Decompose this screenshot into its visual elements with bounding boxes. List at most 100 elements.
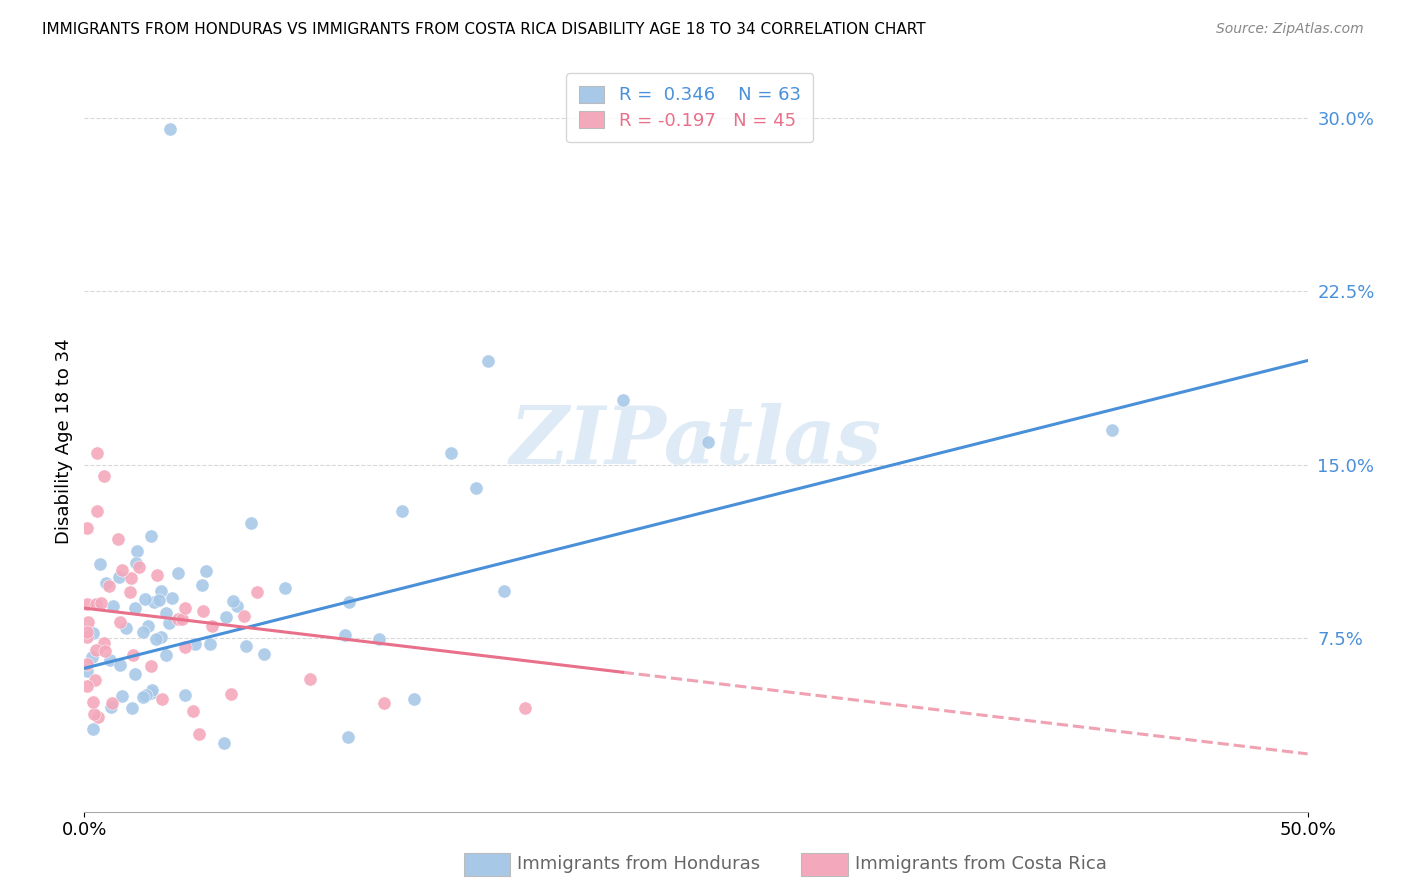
- Point: [93, 469, 115, 483]
- Point: [146, 567, 169, 582]
- Point: [155, 607, 177, 621]
- Point: [89, 558, 111, 572]
- Point: [159, 616, 181, 631]
- Point: [159, 122, 181, 136]
- Point: [195, 565, 218, 579]
- Text: Source: ZipAtlas.com: Source: ZipAtlas.com: [1216, 22, 1364, 37]
- Point: [191, 577, 214, 591]
- Point: [273, 581, 295, 595]
- Point: [124, 667, 146, 681]
- Point: [222, 593, 245, 607]
- Point: [174, 601, 197, 615]
- Text: IMMIGRANTS FROM HONDURAS VS IMMIGRANTS FROM COSTA RICA DISABILITY AGE 18 TO 34 C: IMMIGRANTS FROM HONDURAS VS IMMIGRANTS F…: [42, 22, 925, 37]
- Point: [118, 584, 141, 599]
- Point: [124, 557, 146, 571]
- Point: [333, 628, 356, 642]
- Point: [181, 704, 204, 718]
- Point: [494, 584, 516, 599]
- Point: [139, 686, 162, 700]
- Y-axis label: Disability Age 18 to 34: Disability Age 18 to 34: [55, 339, 73, 544]
- Point: [101, 696, 124, 710]
- Point: [160, 591, 183, 606]
- Point: [299, 672, 322, 686]
- Point: [246, 584, 269, 599]
- Point: [155, 648, 177, 662]
- Point: [100, 699, 122, 714]
- Point: [477, 353, 499, 368]
- Point: [464, 481, 486, 495]
- Point: [84, 642, 107, 657]
- Point: [139, 529, 162, 543]
- Point: [86, 446, 108, 460]
- Point: [170, 612, 193, 626]
- Point: [135, 688, 157, 702]
- Point: [93, 635, 115, 649]
- Point: [84, 597, 107, 611]
- Point: [612, 392, 634, 407]
- Point: [235, 639, 257, 653]
- Point: [82, 625, 104, 640]
- Point: [96, 575, 118, 590]
- Point: [174, 640, 197, 655]
- Point: [111, 563, 134, 577]
- Point: [82, 695, 104, 709]
- Point: [121, 700, 143, 714]
- Point: [132, 624, 155, 639]
- Point: [90, 596, 112, 610]
- Point: [193, 604, 215, 618]
- Point: [166, 611, 188, 625]
- Point: [149, 584, 172, 599]
- Point: [373, 696, 395, 710]
- Point: [76, 630, 98, 644]
- Point: [233, 608, 256, 623]
- Legend: R =  0.346    N = 63, R = -0.197   N = 45: R = 0.346 N = 63, R = -0.197 N = 45: [567, 73, 813, 142]
- Point: [149, 630, 172, 644]
- Point: [122, 648, 145, 662]
- Point: [252, 647, 274, 661]
- Point: [513, 700, 536, 714]
- Point: [368, 632, 391, 646]
- Point: [184, 637, 207, 651]
- Point: [128, 559, 150, 574]
- Point: [148, 593, 170, 607]
- Point: [136, 619, 159, 633]
- Point: [108, 615, 131, 629]
- Point: [82, 722, 104, 736]
- Point: [76, 520, 98, 534]
- Point: [76, 664, 98, 678]
- Point: [77, 615, 100, 629]
- Point: [226, 599, 249, 614]
- Point: [337, 595, 360, 609]
- Point: [93, 643, 115, 657]
- Point: [107, 570, 129, 584]
- Point: [86, 504, 108, 518]
- Point: [215, 610, 238, 624]
- Point: [76, 625, 98, 640]
- Point: [111, 690, 134, 704]
- Text: ZIPatlas: ZIPatlas: [510, 403, 882, 480]
- Point: [127, 544, 149, 558]
- Point: [1101, 423, 1123, 437]
- Point: [84, 673, 107, 688]
- Point: [212, 736, 235, 750]
- Point: [80, 649, 103, 664]
- Point: [134, 592, 156, 607]
- Point: [115, 621, 138, 635]
- Point: [167, 566, 190, 580]
- Point: [142, 595, 165, 609]
- Point: [240, 516, 263, 530]
- Point: [98, 653, 121, 667]
- Point: [187, 727, 209, 741]
- Point: [76, 597, 98, 611]
- Text: Immigrants from Honduras: Immigrants from Honduras: [517, 855, 761, 873]
- Point: [440, 446, 463, 460]
- Text: Immigrants from Costa Rica: Immigrants from Costa Rica: [855, 855, 1107, 873]
- Point: [337, 731, 360, 745]
- Point: [141, 658, 163, 673]
- Point: [404, 692, 426, 706]
- Point: [697, 434, 720, 449]
- Point: [150, 691, 173, 706]
- Point: [124, 600, 146, 615]
- Point: [83, 707, 105, 722]
- Point: [219, 686, 242, 700]
